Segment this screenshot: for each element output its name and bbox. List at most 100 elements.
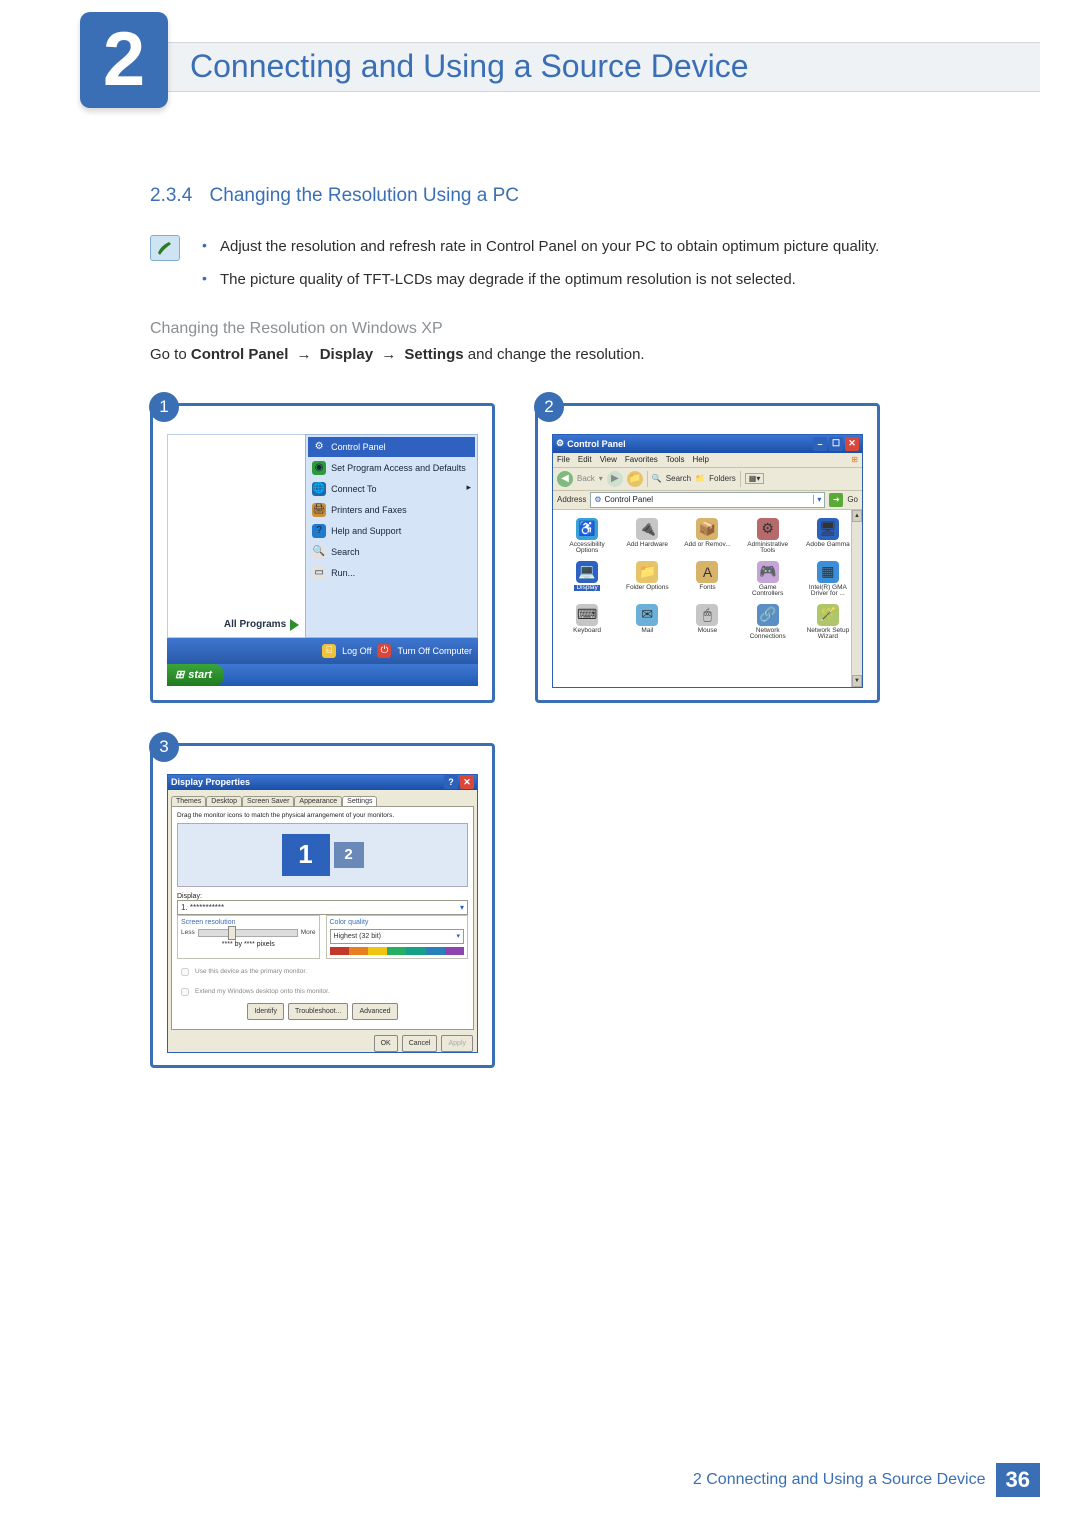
drag-instruction: Drag the monitor icons to match the phys… (177, 812, 468, 819)
controlpanel-item-label: Network Connections (743, 628, 793, 641)
start-right-panel: ⚙Control Panel◉Set Program Access and De… (305, 434, 478, 638)
start-button[interactable]: ⊞ start (167, 664, 224, 686)
startmenu-item-label: Run... (331, 568, 355, 578)
startmenu-item[interactable]: ◉Set Program Access and Defaults (308, 458, 475, 478)
startmenu-item-label: Set Program Access and Defaults (331, 463, 466, 473)
controlpanel-item[interactable]: ⚙Administrative Tools (738, 516, 798, 557)
startmenu-item[interactable]: ?Help and Support (308, 521, 475, 541)
controlpanel-item-label: Add or Remov... (684, 542, 730, 549)
controlpanel-item-label: Folder Options (626, 585, 669, 592)
identify-button[interactable]: Identify (247, 1003, 284, 1020)
note-item: The picture quality of TFT-LCDs may degr… (198, 268, 879, 291)
controlpanel-item[interactable]: 🎮Game Controllers (738, 559, 798, 600)
screenshot-1: 1 All Programs ⚙Control Panel◉Set Progra… (150, 403, 495, 703)
controlpanel-item[interactable]: 💻Display (557, 559, 617, 600)
controlpanel-item-icon: ⌨ (576, 604, 598, 626)
controlpanel-item[interactable]: 🪄Network Setup Wizard (798, 602, 858, 643)
minimize-button[interactable]: – (813, 437, 827, 451)
back-icon[interactable]: ◀ (557, 471, 573, 487)
controlpanel-item-label: Intel(R) GMA Driver for ... (803, 585, 853, 598)
menu-item[interactable]: View (600, 455, 617, 464)
menu-item[interactable]: Tools (666, 455, 685, 464)
address-field[interactable]: ⚙ Control Panel ▾ (590, 492, 825, 508)
go-icon[interactable]: ➜ (829, 493, 843, 507)
scroll-down-icon[interactable]: ▼ (852, 675, 862, 687)
forward-icon[interactable]: ▶ (607, 471, 623, 487)
startmenu-item-icon: 🔍 (312, 545, 326, 559)
monitor-layout[interactable]: 1 2 (177, 823, 468, 887)
monitor-1[interactable]: 1 (282, 834, 330, 876)
scroll-up-icon[interactable]: ▲ (852, 510, 862, 522)
dropdown-icon[interactable]: ▾ (813, 495, 821, 504)
menu-item[interactable]: Help (692, 455, 708, 464)
controlpanel-item[interactable]: 🔌Add Hardware (617, 516, 677, 557)
controlpanel-item[interactable]: 🔗 Network Connections (738, 602, 798, 643)
controlpanel-item[interactable]: ♿Accessibility Options (557, 516, 617, 557)
menu-item[interactable]: Favorites (625, 455, 658, 464)
troubleshoot-button[interactable]: Troubleshoot... (288, 1003, 348, 1020)
menu-item[interactable]: Edit (578, 455, 592, 464)
start-left-panel: All Programs (167, 434, 305, 638)
startmenu-item[interactable]: ▭ Run... (308, 563, 475, 583)
controlpanel-icon: ⚙ (594, 495, 601, 504)
startmenu-item-label: Printers and Faxes (331, 505, 407, 515)
menu-item[interactable]: File (557, 455, 570, 464)
startmenu-item-label: Help and Support (331, 526, 401, 536)
tab[interactable]: Settings (342, 796, 377, 806)
monitor-2[interactable]: 2 (334, 842, 364, 868)
controlpanel-item[interactable]: 🖱Mouse (677, 602, 737, 643)
controlpanel-item-icon: 💻 (576, 561, 598, 583)
help-button[interactable]: ? (444, 775, 458, 789)
startmenu-item[interactable]: 🌐Connect To▸ (308, 479, 475, 499)
color-quality-select[interactable]: Highest (32 bit) ▾ (330, 929, 465, 944)
resolution-slider[interactable]: Less More (181, 929, 316, 937)
controlpanel-item[interactable]: 📁 Folder Options (617, 559, 677, 600)
cancel-button[interactable]: Cancel (402, 1035, 438, 1052)
controlpanel-item[interactable]: AFonts (677, 559, 737, 600)
primary-monitor-checkbox: Use this device as the primary monitor. (177, 965, 468, 979)
startmenu-item[interactable]: 🔍Search (308, 542, 475, 562)
close-button[interactable]: ✕ (460, 775, 474, 789)
up-icon[interactable]: 📁 (627, 471, 643, 487)
tab[interactable]: Themes (171, 796, 206, 806)
startmenu-item-icon: ▭ (312, 566, 326, 580)
startmenu-item[interactable]: 🖨Printers and Faxes (308, 500, 475, 520)
search-icon[interactable]: 🔍 (652, 474, 662, 483)
screen-resolution-group: Screen resolution Less More **** by ****… (177, 915, 320, 959)
tab[interactable]: Appearance (294, 796, 342, 806)
controlpanel-item-icon: 📦 (696, 518, 718, 540)
tab[interactable]: Screen Saver (242, 796, 294, 806)
controlpanel-item[interactable]: ⌨ Keyboard (557, 602, 617, 643)
all-programs[interactable]: All Programs (224, 619, 299, 631)
controlpanel-item[interactable]: ✉Mail (617, 602, 677, 643)
controlpanel-item-icon: 🪄 (817, 604, 839, 626)
logoff-row: ⍇ Log Off ⏻ Turn Off Computer (167, 638, 478, 664)
controlpanel-item-icon: 📁 (636, 561, 658, 583)
controlpanel-item[interactable]: 🖥Adobe Gamma (798, 516, 858, 557)
step-badge-2: 2 (534, 392, 564, 422)
logoff-label[interactable]: Log Off (342, 646, 371, 656)
views-icon[interactable]: ▦▾ (745, 473, 765, 484)
scrollbar-vertical[interactable]: ▲ ▼ (851, 510, 862, 687)
folders-icon[interactable]: 📁 (695, 474, 705, 483)
logoff-icon: ⍇ (322, 644, 336, 658)
advanced-button[interactable]: Advanced (352, 1003, 397, 1020)
turnoff-label[interactable]: Turn Off Computer (397, 646, 472, 656)
maximize-button[interactable]: ☐ (829, 437, 843, 451)
controlpanel-item-label: Keyboard (573, 628, 601, 635)
controlpanel-item[interactable]: ▦Intel(R) GMA Driver for ... (798, 559, 858, 600)
close-button[interactable]: ✕ (845, 437, 859, 451)
footer-text: 2 Connecting and Using a Source Device (693, 1471, 986, 1489)
startmenu-item[interactable]: ⚙Control Panel (308, 437, 475, 457)
menubar: FileEditViewFavoritesToolsHelp ⊞ (553, 453, 862, 468)
controlpanel-item[interactable]: 📦 Add or Remov... (677, 516, 737, 557)
apply-button[interactable]: Apply (441, 1035, 473, 1052)
controlpanel-item-icon: 🔗 (757, 604, 779, 626)
instruction-text: Go to Control Panel → Display → Settings… (150, 346, 1000, 363)
ok-button[interactable]: OK (374, 1035, 398, 1052)
controlpanel-item-icon: A (696, 561, 718, 583)
controlpanel-item-label: Add Hardware (627, 542, 669, 549)
note-item: Adjust the resolution and refresh rate i… (198, 235, 879, 258)
tab[interactable]: Desktop (206, 796, 242, 806)
display-select[interactable]: 1. *********** ▾ (177, 900, 468, 915)
